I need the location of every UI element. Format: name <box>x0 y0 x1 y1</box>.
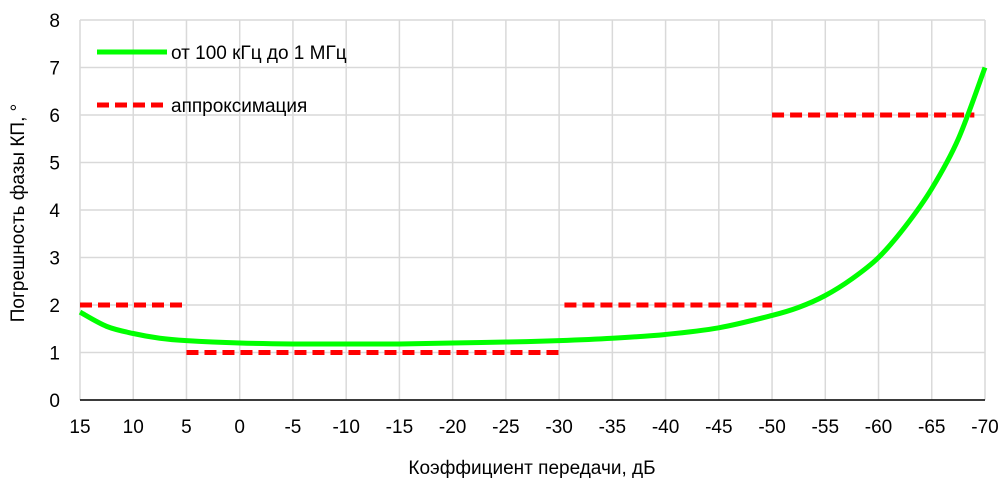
x-tick-label: -25 <box>492 417 519 438</box>
x-tick-label: -60 <box>865 417 892 438</box>
x-tick-label: -20 <box>439 417 466 438</box>
x-tick-label: -55 <box>812 417 839 438</box>
x-tick-label: 0 <box>234 417 245 438</box>
x-tick-label: -40 <box>652 417 679 438</box>
x-tick-label: -10 <box>332 417 359 438</box>
y-axis-title: Погрешность фазы КП, ° <box>8 104 29 322</box>
x-tick-label: -70 <box>971 417 998 438</box>
x-tick-label: -30 <box>545 417 572 438</box>
y-tick-label: 2 <box>49 296 60 317</box>
x-tick-label: -15 <box>386 417 413 438</box>
y-tick-label: 3 <box>49 249 60 270</box>
y-tick-label: 4 <box>49 201 60 222</box>
y-tick-label: 5 <box>49 154 60 175</box>
y-axis-ticks: 0 1 2 3 4 5 6 7 8 <box>49 11 60 412</box>
x-tick-label: -50 <box>758 417 785 438</box>
x-tick-label: -45 <box>705 417 732 438</box>
x-tick-label: -5 <box>284 417 301 438</box>
x-tick-label: 15 <box>69 417 90 438</box>
legend-label-approximation: аппроксимация <box>171 96 307 117</box>
legend: от 100 кГц до 1 МГц аппроксимация <box>97 43 347 117</box>
y-tick-label: 8 <box>49 11 60 32</box>
x-tick-label: 5 <box>181 417 192 438</box>
y-tick-label: 1 <box>49 344 60 365</box>
x-tick-label: 10 <box>123 417 144 438</box>
legend-label-measured: от 100 кГц до 1 МГц <box>171 43 347 64</box>
y-tick-label: 6 <box>49 106 60 127</box>
y-tick-label: 0 <box>49 391 60 412</box>
y-tick-label: 7 <box>49 59 60 80</box>
x-tick-label: -65 <box>918 417 945 438</box>
x-tick-label: -35 <box>599 417 626 438</box>
x-axis-ticks: 15 10 5 0 -5 -10 -15 -20 -25 -30 -35 -40 -45 -50 -55 -6… <box>69 417 998 438</box>
x-axis-title: Коэффициент передачи, дБ <box>408 458 655 479</box>
